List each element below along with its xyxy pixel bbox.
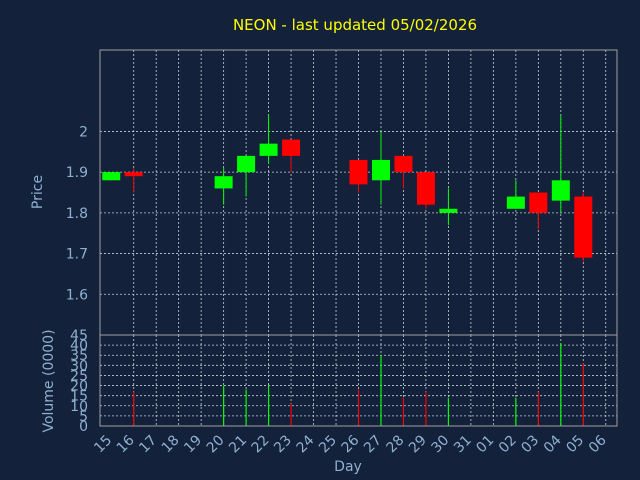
candle-body: [574, 196, 593, 258]
panel-frames: [99, 49, 618, 427]
volume-tick-label: 20: [70, 379, 88, 395]
volume-tick-label: 45: [70, 328, 88, 344]
price-tick-label: 1.6: [66, 287, 88, 303]
volume-tick-label: 5: [79, 409, 88, 425]
candle-body: [124, 172, 143, 177]
candle-body: [102, 172, 121, 181]
candle-body: [237, 155, 256, 173]
price-grid: [100, 50, 617, 335]
x-tick-labels: 1516171819202122232425262728293031010203…: [91, 432, 609, 456]
volume-tick-label: 15: [70, 389, 88, 405]
candle-body: [506, 196, 525, 209]
chart-title: NEON - last updated 05/02/2026: [233, 16, 477, 34]
price-tick-label: 1.9: [66, 165, 88, 181]
volume-tick-label: 40: [70, 338, 88, 354]
volume-tick-label: 0: [79, 419, 88, 435]
candle-body: [551, 180, 570, 201]
price-axis-label: Price: [30, 175, 46, 209]
candles: [102, 115, 593, 262]
volume-tick-label: 35: [70, 348, 88, 364]
x-axis-label: Day: [334, 459, 362, 475]
volume-axis-label: Volume (0000): [41, 329, 57, 432]
volume-bars: [133, 343, 584, 426]
price-tick-labels: 1.6 1.7 1.8 1.9 2: [66, 124, 88, 303]
candle-body: [529, 192, 548, 213]
volume-panel-frame: [99, 334, 618, 427]
price-tick-label: 1.7: [66, 247, 88, 263]
candle-body: [282, 139, 301, 156]
volume-tick-label: 10: [70, 399, 88, 415]
volume-tick-label: 30: [70, 358, 88, 374]
candle-body: [214, 176, 233, 189]
candle-body: [371, 159, 390, 181]
price-tick-label: 2: [79, 124, 88, 140]
candle-body: [349, 159, 368, 185]
candle-body: [439, 208, 458, 213]
candle-body: [259, 143, 278, 156]
volume-tick-label: 25: [70, 368, 88, 384]
price-tick-label: 1.8: [66, 206, 88, 222]
candle-body: [394, 155, 413, 173]
candle-body: [416, 172, 435, 205]
